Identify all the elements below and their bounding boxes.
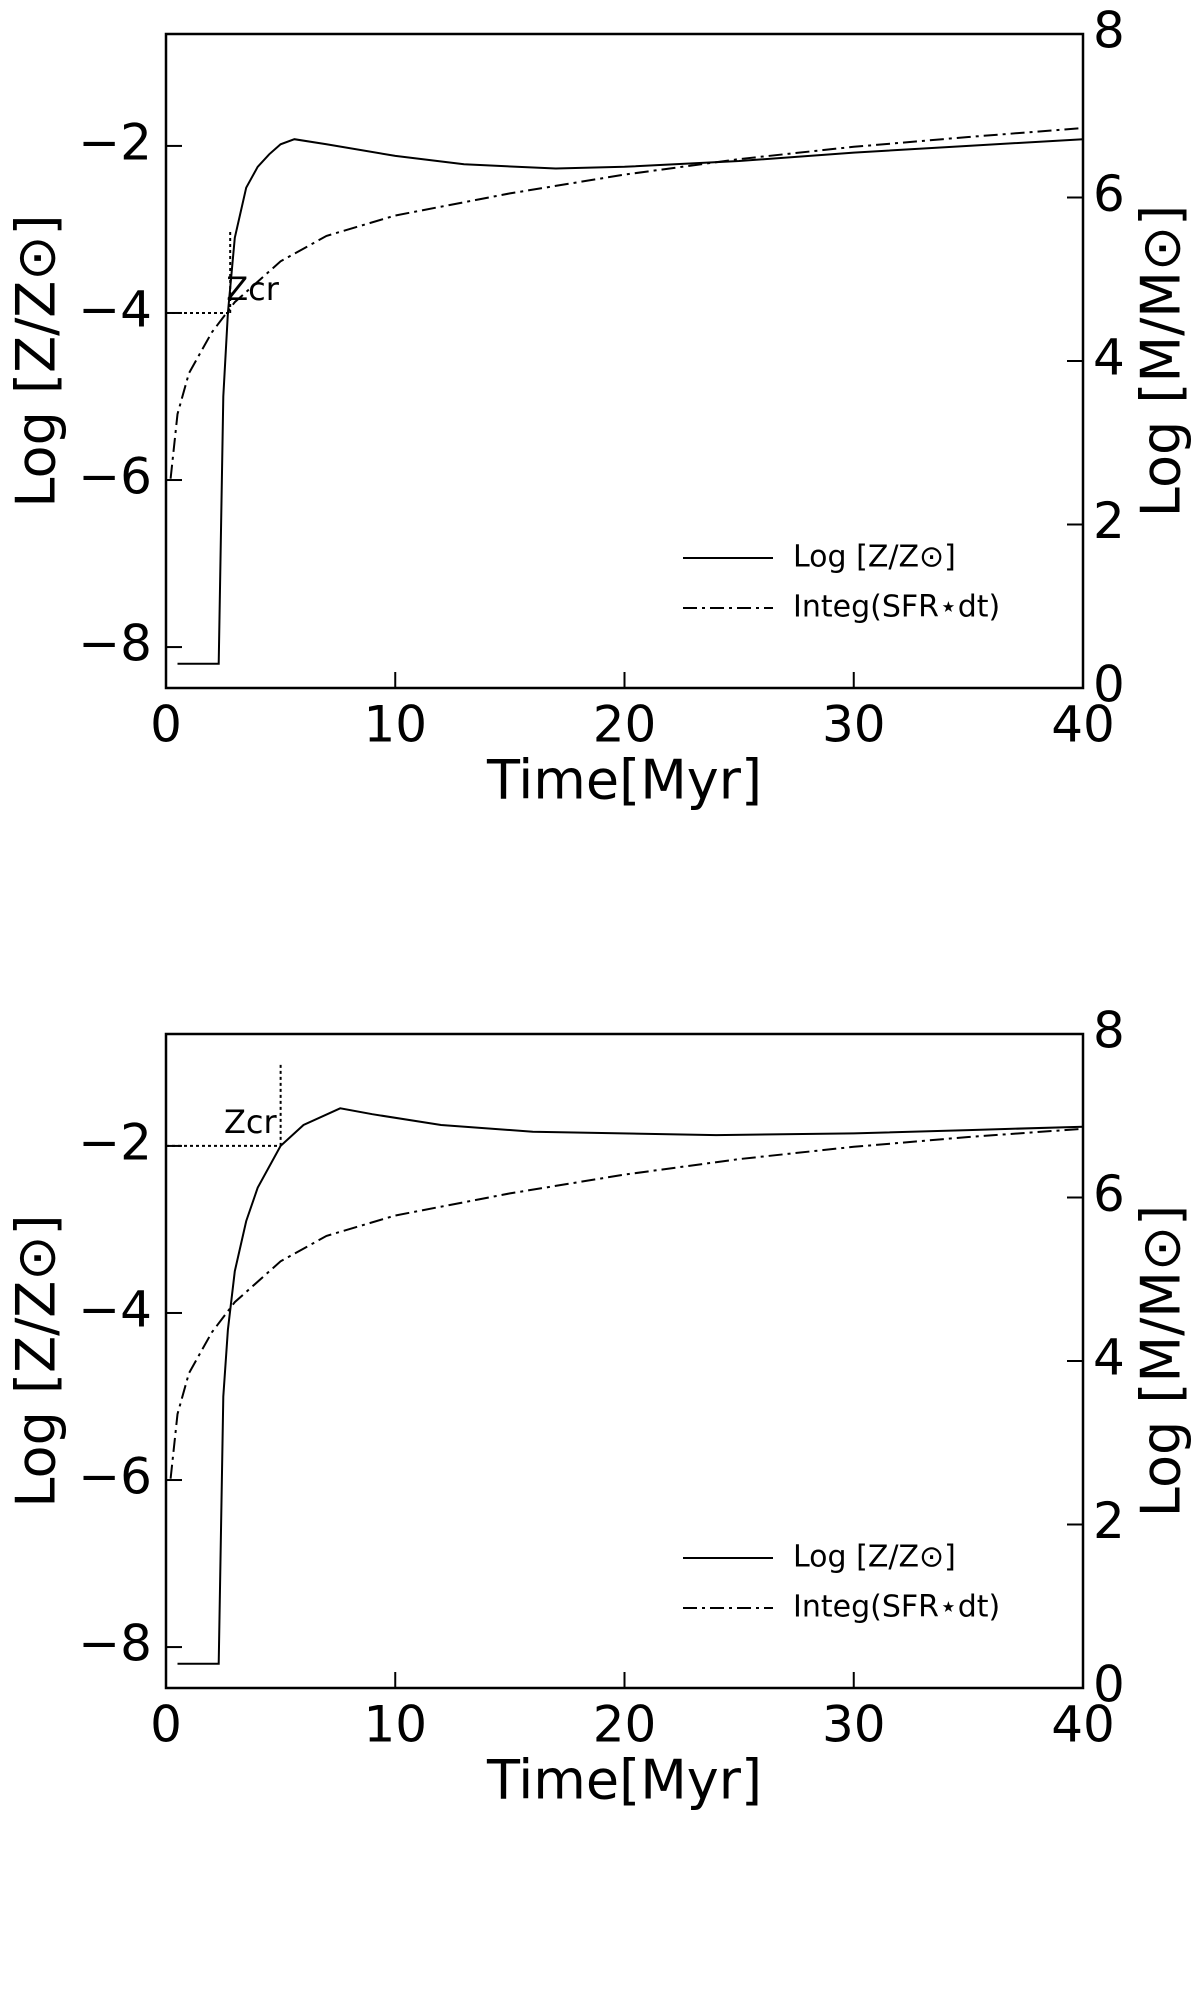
zcr-label: Zcr [226,270,280,308]
panel: 0 10 20 30 40 −8 −6 −4 −2 0 2 4 6 8 Time[Myr] Log [Z/Z⊙… [5,1002,1193,1812]
y2-axis-label: Log [M/M⊙] [1130,1205,1193,1517]
legend-label: Integ(SFR⋆dt) [793,1590,1000,1625]
x-tick-label: 10 [363,696,427,754]
y-tick-label: −4 [78,1280,152,1338]
y2-tick-label: 8 [1093,2,1125,60]
x-tick-label: 10 [363,1696,427,1754]
y2-tick-label: 4 [1093,1329,1125,1387]
y2-tick-label: 8 [1093,1002,1125,1060]
y2-tick-label: 6 [1093,165,1125,223]
y-tick-label: −2 [78,1113,152,1171]
y2-tick-label: 0 [1093,1656,1125,1714]
series-line [169,1127,1084,1479]
x-tick-label: 0 [150,696,182,754]
y-tick-label: −8 [78,1615,152,1673]
legend-label: Log [Z/Z⊙] [793,1540,956,1575]
y2-tick-label: 0 [1093,656,1125,714]
x-axis-label: Time[Myr] [486,1749,762,1812]
x-axis-label: Time[Myr] [486,749,762,812]
x-tick-label: 30 [822,1696,886,1754]
y-tick-label: −6 [78,1448,152,1506]
x-tick-label: 20 [593,696,657,754]
y-tick-label: −6 [78,448,152,506]
y2-axis-label: Log [M/M⊙] [1130,205,1193,517]
series-line [169,127,1084,479]
x-tick-label: 20 [593,1696,657,1754]
y2-tick-label: 6 [1093,1165,1125,1223]
series-line [177,1107,1084,1665]
y-axis-label: Log [Z/Z⊙] [5,1214,68,1507]
series-line [177,138,1084,665]
legend-label: Integ(SFR⋆dt) [793,590,1000,625]
panel: 0 10 20 30 40 −8 −6 −4 −2 0 2 4 6 8 Time[Myr] Log [Z/Z⊙… [5,2,1193,812]
y-tick-label: −2 [78,113,152,171]
x-tick-label: 30 [822,696,886,754]
y2-tick-label: 2 [1093,1492,1125,1550]
legend-label: Log [Z/Z⊙] [793,540,956,575]
zcr-label: Zcr [224,1103,278,1141]
y-tick-label: −8 [78,615,152,673]
x-tick-label: 40 [1051,696,1115,754]
x-tick-label: 40 [1051,1696,1115,1754]
y2-tick-label: 2 [1093,492,1125,550]
y2-tick-label: 4 [1093,329,1125,387]
x-tick-label: 0 [150,1696,182,1754]
y-tick-label: −4 [78,280,152,338]
y-axis-label: Log [Z/Z⊙] [5,214,68,507]
